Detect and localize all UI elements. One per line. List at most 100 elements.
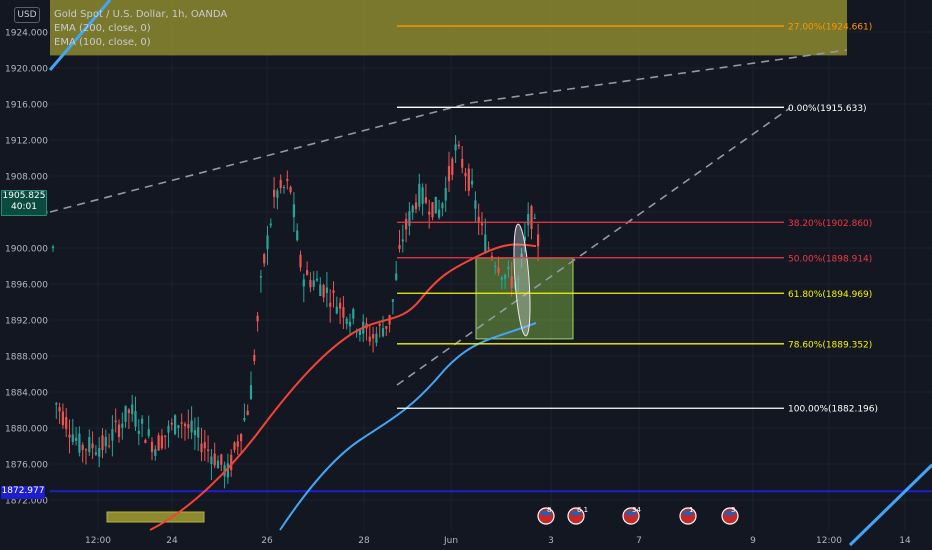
marker-zone — [106, 511, 205, 523]
candle-body — [117, 424, 121, 437]
candle-body — [263, 254, 266, 264]
candle-body — [75, 437, 78, 441]
candle-body — [164, 435, 167, 437]
event-flag-stripe — [725, 511, 735, 515]
x-tick-label: 24 — [166, 536, 178, 546]
x-tick-label: 12:00 — [85, 536, 111, 546]
candle-body — [177, 425, 180, 429]
candle-body — [418, 183, 421, 207]
event-flag-stripe — [683, 511, 693, 515]
ema-lines — [149, 223, 537, 531]
event-badge: 8 — [537, 506, 555, 525]
event-badges: 8 6 1 34 1 3 — [537, 506, 739, 525]
candle-body — [428, 211, 431, 215]
x-tick-label: 28 — [358, 536, 370, 546]
candle-body — [401, 239, 404, 242]
candle-body — [98, 448, 101, 457]
y-tick-label: 1884.000 — [5, 389, 48, 399]
candle-body — [78, 433, 81, 453]
candle-body — [174, 415, 177, 435]
y-tick-label: 1916.000 — [5, 101, 48, 111]
candle-body — [108, 445, 111, 447]
currency-badge[interactable]: USD — [14, 7, 40, 23]
candle-body — [490, 255, 493, 259]
candle-body — [457, 144, 460, 147]
event-flag-icon — [537, 507, 555, 525]
candle-body — [494, 265, 497, 267]
candle-body — [104, 436, 107, 447]
candle-body — [111, 429, 114, 441]
candle-body — [434, 196, 437, 214]
candle-body — [131, 404, 134, 415]
candle-body — [88, 437, 91, 453]
y-tick-label: 1876.000 — [5, 461, 48, 471]
event-badge: 34 — [622, 506, 641, 525]
candle-body — [368, 336, 371, 342]
candle-body — [203, 442, 206, 449]
current-price-value: 1905.825 — [2, 191, 46, 201]
candle-body — [431, 202, 434, 218]
y-tick-label: 1924.000 — [5, 29, 48, 39]
candle-body — [296, 230, 299, 241]
event-badge-count: 3 — [731, 506, 735, 514]
blue-line-bottom — [848, 463, 932, 547]
event-flag-icon — [721, 507, 739, 525]
candle-body — [286, 178, 289, 181]
candle-body — [302, 279, 305, 287]
candle-body — [405, 218, 408, 230]
event-flag-stripe — [571, 511, 581, 515]
candle-body — [385, 326, 388, 329]
lower-trendline — [396, 107, 791, 386]
ema200-line — [279, 322, 537, 531]
candle-body — [507, 266, 510, 270]
candle-body — [55, 403, 58, 405]
event-badge-count: 6 1 — [577, 506, 588, 514]
candle-body — [124, 405, 127, 422]
candle-body — [150, 441, 154, 453]
candle-body — [276, 190, 279, 198]
candle-body — [289, 186, 292, 193]
candle-body — [441, 203, 444, 209]
candle-body — [207, 449, 210, 451]
candle-body — [358, 329, 361, 335]
fib-label: 0.00%(1915.633) — [788, 104, 867, 114]
fib-label: 61.80%(1894.969) — [788, 290, 872, 300]
candle-body — [114, 420, 117, 423]
candle-body — [101, 435, 104, 451]
candle-body — [414, 202, 418, 210]
candle-body — [424, 197, 427, 203]
candle-body — [157, 435, 160, 451]
candle-body — [197, 427, 200, 438]
candle-body — [193, 430, 196, 436]
ema100-line — [149, 243, 537, 531]
candle-body — [474, 200, 477, 209]
x-tick-label: 26 — [261, 536, 273, 546]
candle-body — [345, 318, 348, 325]
event-badge-count: 8 — [547, 506, 551, 514]
chart-grid — [50, 0, 932, 530]
candle-body — [51, 246, 55, 249]
countdown-value: 40:01 — [11, 202, 37, 212]
candle-body — [61, 411, 64, 426]
candle-body — [230, 454, 233, 471]
candle-body — [352, 308, 355, 319]
candle-body — [216, 460, 220, 469]
candle-body — [226, 463, 229, 478]
candle-body — [530, 206, 533, 229]
candle-body — [527, 214, 530, 226]
candle-body — [256, 315, 259, 322]
support-price-value: 1872.977 — [1, 486, 45, 496]
y-tick-label: 1908.000 — [5, 173, 48, 183]
upper-trendline — [49, 102, 471, 213]
x-tick-label: 9 — [750, 536, 756, 546]
x-tick-label: 12:00 — [816, 536, 842, 546]
candle-body — [454, 144, 457, 151]
candle-body — [71, 434, 74, 442]
fib-label: 78.60%(1889.352) — [788, 340, 872, 350]
candle-body — [58, 407, 61, 412]
candle-body — [447, 166, 451, 182]
candle-body — [91, 443, 94, 449]
candle-body — [240, 434, 243, 442]
